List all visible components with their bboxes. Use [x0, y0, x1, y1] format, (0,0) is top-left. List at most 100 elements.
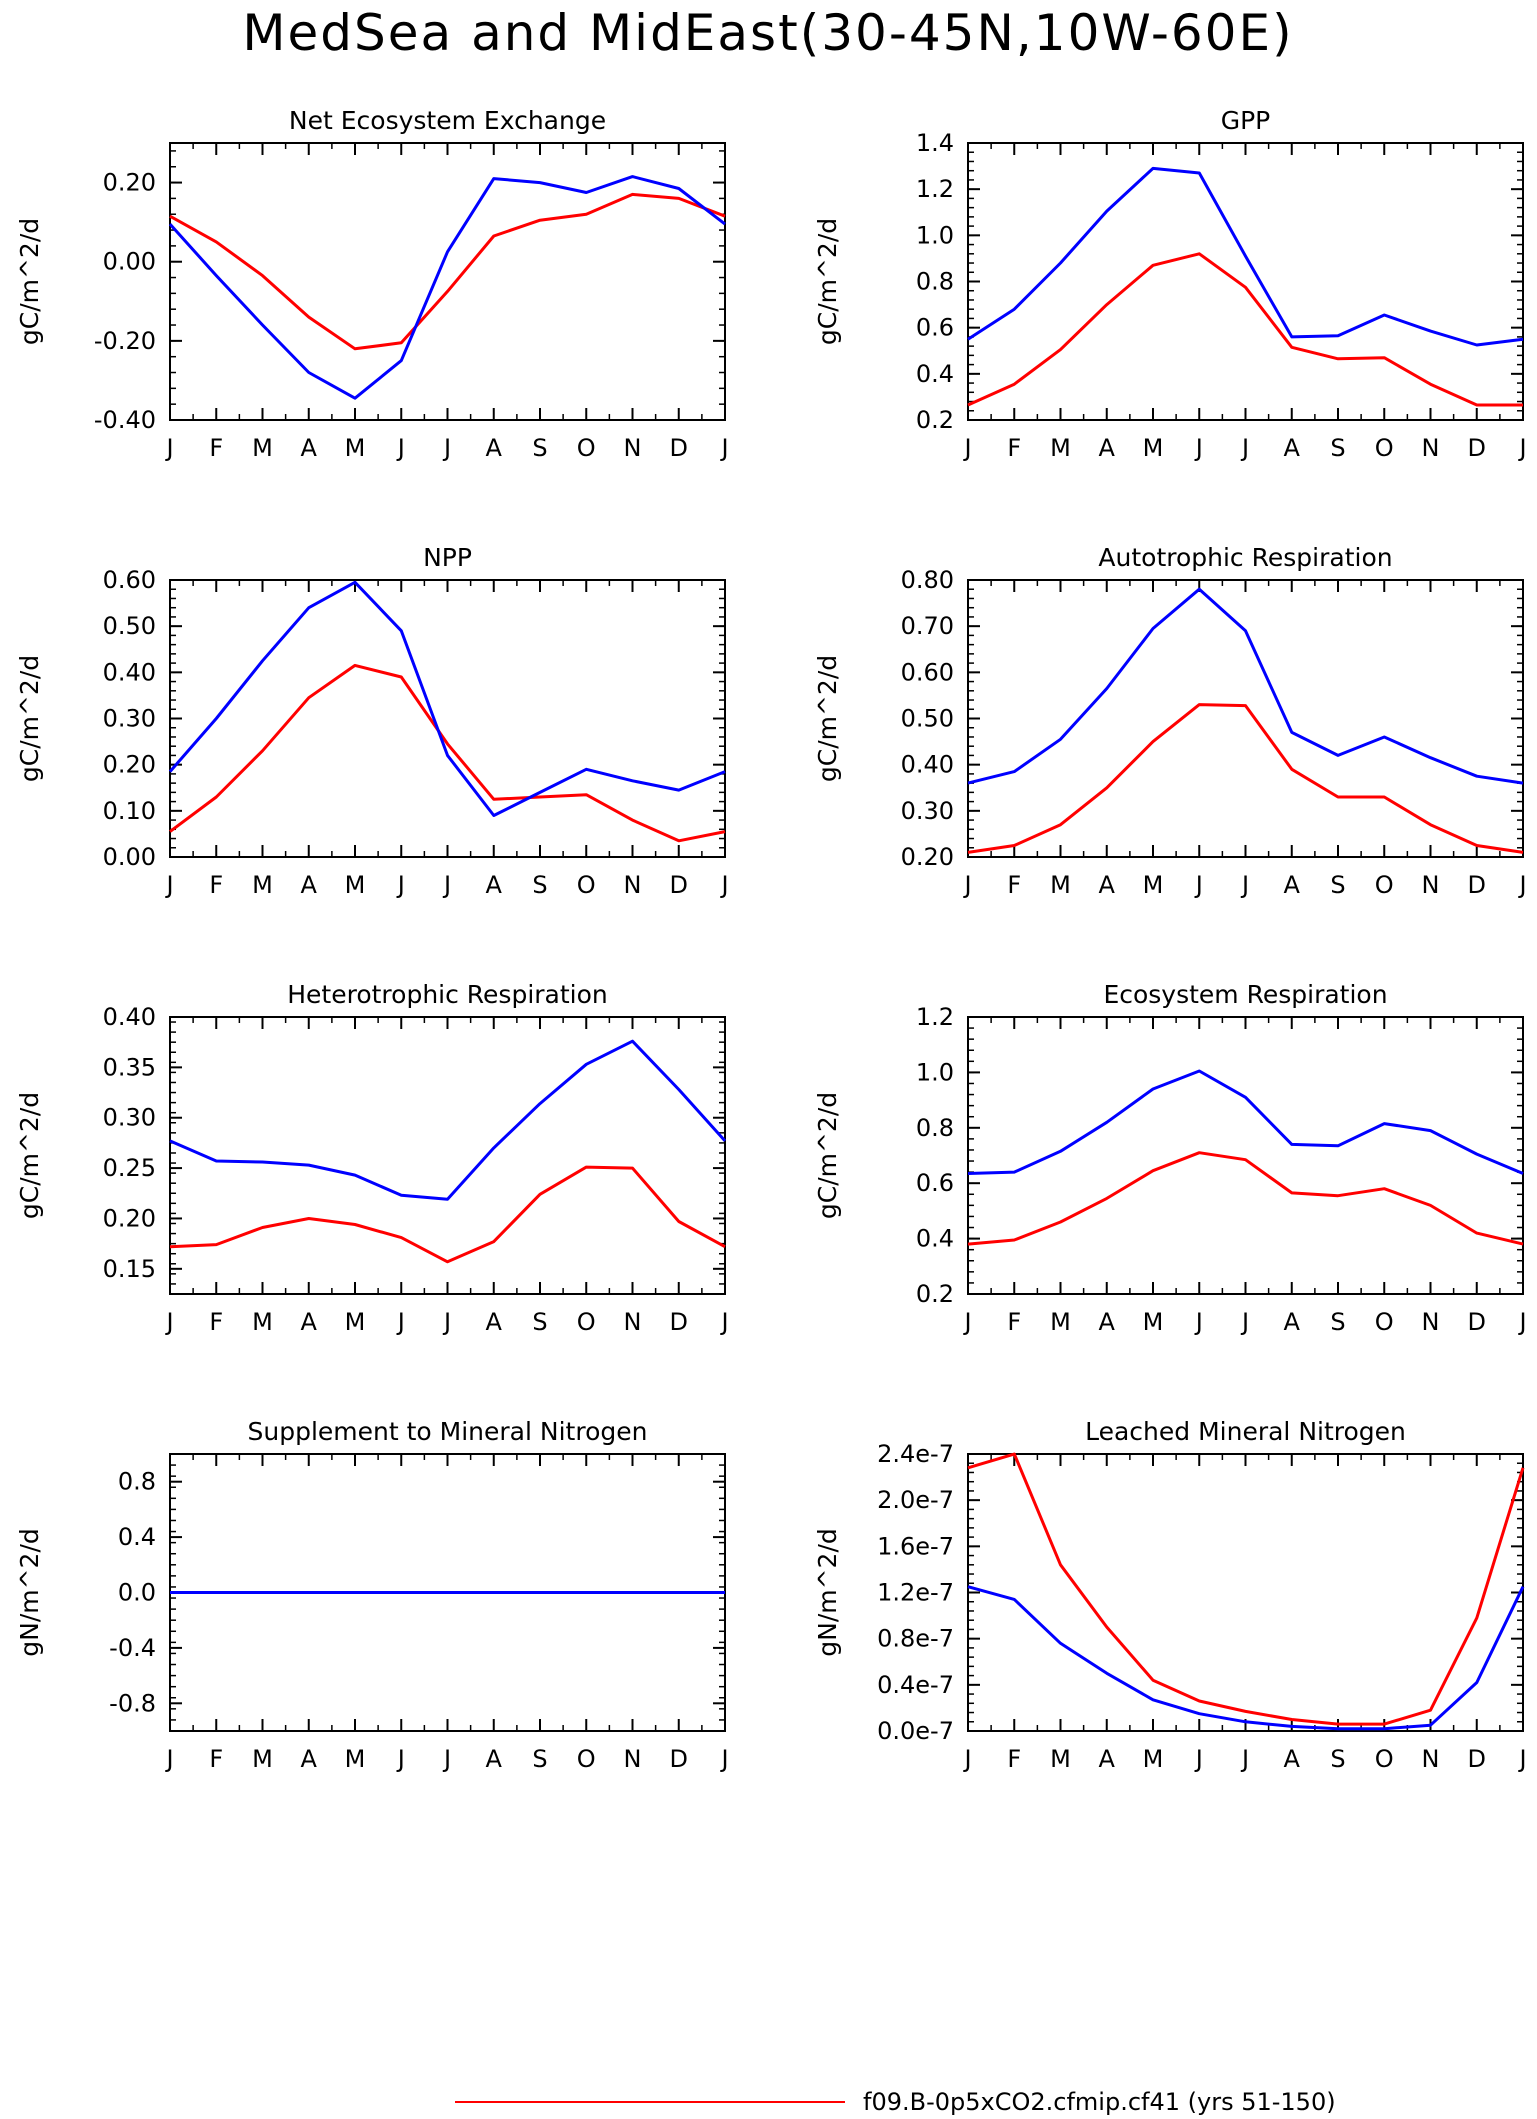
- x-tick-label: A: [1099, 871, 1116, 899]
- y-tick-label: 0.6: [916, 1169, 954, 1197]
- y-axis-label: gN/m^2/d: [15, 1528, 44, 1657]
- y-tick-label: 1.2e-7: [877, 1579, 954, 1607]
- x-tick-label: D: [1468, 1308, 1486, 1336]
- panel-title: Heterotrophic Respiration: [287, 980, 608, 1009]
- x-tick-label: S: [532, 871, 547, 899]
- x-tick-label: O: [1375, 871, 1394, 899]
- panel-title: Net Ecosystem Exchange: [289, 106, 606, 135]
- x-tick-label: A: [486, 434, 503, 462]
- x-tick-label: M: [252, 1308, 273, 1336]
- y-tick-label: 0.00: [103, 248, 156, 276]
- x-tick-label: M: [252, 434, 273, 462]
- x-tick-label: J: [719, 1745, 728, 1773]
- x-tick-label: F: [209, 871, 223, 899]
- x-tick-label: J: [396, 1745, 405, 1773]
- x-tick-label: J: [1517, 1745, 1526, 1773]
- y-tick-label: 0.2: [916, 406, 954, 434]
- series-line-0: [169, 192, 726, 351]
- y-tick-label: 0.0: [118, 1579, 156, 1607]
- chart-panel-4: Heterotrophic Respiration gC/m^2/d 0.15 0.2…: [15, 980, 729, 1336]
- x-tick-label: J: [396, 1308, 405, 1336]
- series-line-1: [967, 166, 1524, 347]
- y-axis-label: gC/m^2/d: [15, 218, 44, 345]
- x-tick-label: O: [577, 871, 596, 899]
- x-tick-label: A: [1284, 871, 1301, 899]
- chart-panel-3: Autotrophic Respiration gC/m^2/d 0.20 0.30 0…: [813, 543, 1527, 899]
- x-tick-label: M: [1143, 871, 1164, 899]
- y-tick-label: 1.0: [916, 221, 954, 249]
- y-tick-label: 0.25: [103, 1154, 156, 1182]
- chart-panel-7: Leached Mineral Nitrogen gN/m^2/d 0.0e-7 0.…: [813, 1417, 1527, 1773]
- x-tick-label: N: [624, 1308, 642, 1336]
- x-tick-label: A: [486, 1745, 503, 1773]
- x-tick-label: F: [209, 434, 223, 462]
- chart-panel-6: Supplement to Mineral Nitrogen gN/m^2/d -0…: [15, 1417, 729, 1773]
- y-tick-label: 0.00: [103, 843, 156, 871]
- x-tick-label: N: [624, 1745, 642, 1773]
- figure-title: MedSea and MidEast(30-45N,10W-60E): [242, 4, 1293, 62]
- x-tick-label: J: [1517, 871, 1526, 899]
- x-tick-label: J: [442, 1308, 451, 1336]
- x-tick-label: J: [164, 1308, 173, 1336]
- y-tick-label: 0.6: [916, 314, 954, 342]
- series-line-1: [967, 1585, 1525, 1731]
- x-tick-label: A: [486, 1308, 503, 1336]
- x-tick-label: N: [624, 434, 642, 462]
- x-tick-label: J: [1240, 1745, 1249, 1773]
- x-tick-label: O: [577, 1308, 596, 1336]
- x-tick-label: S: [1330, 871, 1345, 899]
- chart-panel-5: Ecosystem Respiration gC/m^2/d 0.2 0.4 0.6 0.…: [813, 980, 1527, 1336]
- x-tick-label: M: [252, 1745, 273, 1773]
- x-tick-label: A: [301, 871, 318, 899]
- x-tick-label: A: [486, 871, 503, 899]
- x-tick-label: N: [1422, 871, 1440, 899]
- x-tick-label: D: [1468, 871, 1486, 899]
- x-tick-label: J: [442, 871, 451, 899]
- series-line-1: [967, 1069, 1524, 1175]
- x-tick-label: J: [1517, 434, 1526, 462]
- y-tick-label: 0.40: [103, 1003, 156, 1031]
- x-tick-label: M: [1050, 434, 1071, 462]
- x-tick-label: N: [1422, 1308, 1440, 1336]
- y-tick-label: -0.4: [109, 1634, 156, 1662]
- plot-frame: [169, 579, 726, 858]
- x-tick-label: J: [962, 871, 971, 899]
- x-tick-label: J: [164, 871, 173, 899]
- series-line-0: [967, 703, 1524, 854]
- x-tick-label: J: [962, 1745, 971, 1773]
- x-tick-label: F: [1007, 1745, 1021, 1773]
- x-tick-label: A: [1099, 434, 1116, 462]
- x-tick-label: M: [1143, 1745, 1164, 1773]
- x-tick-label: M: [1143, 434, 1164, 462]
- x-tick-label: J: [1194, 434, 1203, 462]
- x-tick-label: S: [1330, 1308, 1345, 1336]
- x-tick-label: J: [396, 434, 405, 462]
- x-tick-label: J: [1194, 1308, 1203, 1336]
- x-tick-label: M: [1143, 1308, 1164, 1336]
- y-tick-label: 0.20: [901, 843, 954, 871]
- y-tick-label: 0.8: [916, 268, 954, 296]
- panel-title: NPP: [423, 543, 472, 572]
- x-tick-label: D: [670, 434, 688, 462]
- x-tick-label: O: [1375, 1745, 1394, 1773]
- y-axis-label: gC/m^2/d: [15, 1092, 44, 1219]
- legend: f09.B-0p5xCO2.cfmip.cf41 (yrs 51-150): [455, 2088, 1336, 2116]
- y-tick-label: 0.8: [118, 1468, 156, 1496]
- y-axis-label: gC/m^2/d: [813, 655, 842, 782]
- plot-frame: [967, 142, 1524, 421]
- x-tick-label: J: [962, 434, 971, 462]
- y-tick-label: -0.20: [94, 327, 156, 355]
- series-line-0: [169, 1165, 726, 1264]
- x-tick-label: F: [209, 1745, 223, 1773]
- y-tick-label: 0.60: [901, 658, 954, 686]
- x-tick-label: A: [1284, 1308, 1301, 1336]
- y-tick-label: 0.0e-7: [877, 1717, 954, 1745]
- x-tick-label: F: [209, 1308, 223, 1336]
- y-tick-label: 0.4: [916, 360, 954, 388]
- x-tick-label: F: [1007, 871, 1021, 899]
- x-tick-label: M: [345, 1745, 366, 1773]
- x-tick-label: M: [1050, 871, 1071, 899]
- x-tick-label: J: [164, 1745, 173, 1773]
- y-tick-label: 0.20: [103, 751, 156, 779]
